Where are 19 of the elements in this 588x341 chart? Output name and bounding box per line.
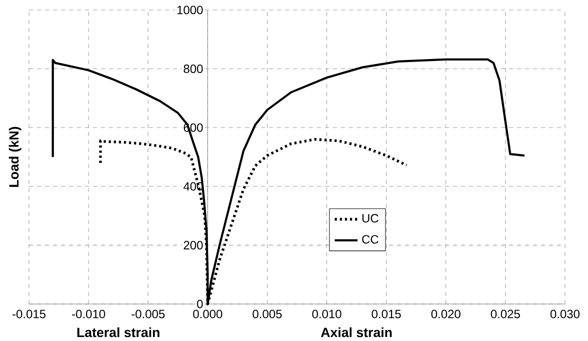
x-tick-label: -0.015 xyxy=(12,310,46,318)
y-tick-label: 1000 xyxy=(177,6,203,14)
legend-label: CC xyxy=(362,235,378,244)
x-tick-label: 0.025 xyxy=(490,310,520,318)
y-tick-label: 200 xyxy=(184,240,203,250)
y-tick-label: 800 xyxy=(184,64,203,74)
legend-label: UC xyxy=(362,214,378,223)
x-tick-label: 0.005 xyxy=(252,310,282,318)
text: Lateral strain xyxy=(77,327,160,338)
x-axis-title: Axial strain xyxy=(320,327,392,338)
y-axis-title: Load (kN) xyxy=(8,126,22,187)
x-tick-label: 0.010 xyxy=(312,310,342,318)
x-tick-label: 0.030 xyxy=(550,310,580,318)
x-tick-label: 0.020 xyxy=(431,310,460,318)
y-tick-label: 0 xyxy=(197,300,203,308)
x-tick-label: 0.000 xyxy=(193,310,222,318)
x-tick-label: -0.010 xyxy=(72,310,106,318)
x-tick-label: -0.005 xyxy=(132,310,165,318)
x-tick-label: 0.015 xyxy=(372,310,401,318)
